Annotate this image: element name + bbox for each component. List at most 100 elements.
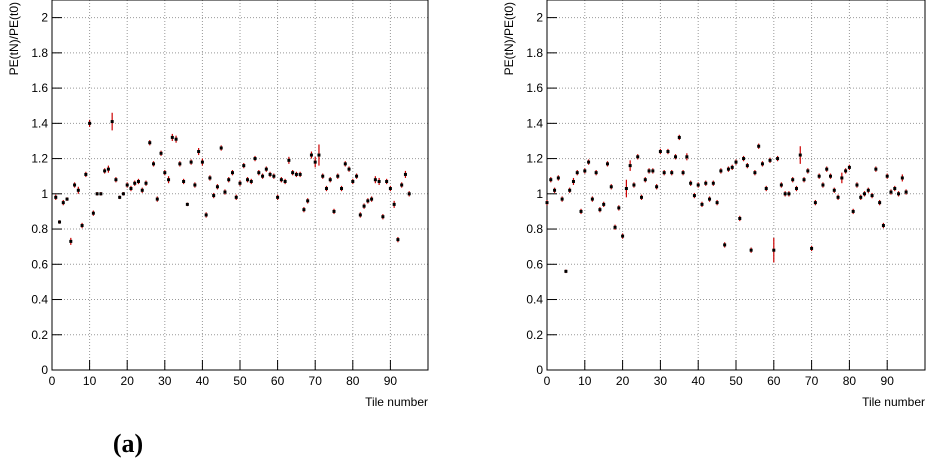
point bbox=[553, 188, 557, 192]
y-tick-label: 0 bbox=[536, 363, 543, 377]
point bbox=[609, 185, 613, 189]
point bbox=[234, 195, 238, 199]
point bbox=[84, 172, 88, 176]
point bbox=[392, 202, 396, 206]
point bbox=[106, 167, 110, 171]
point bbox=[666, 150, 670, 154]
point bbox=[897, 192, 901, 196]
point bbox=[745, 164, 749, 168]
point bbox=[276, 195, 280, 199]
point bbox=[602, 202, 606, 206]
point bbox=[590, 197, 594, 201]
point bbox=[189, 160, 193, 164]
point bbox=[336, 174, 340, 178]
point bbox=[730, 165, 734, 169]
point bbox=[708, 197, 712, 201]
plot-frame bbox=[51, 0, 429, 371]
point bbox=[723, 243, 727, 247]
point bbox=[794, 187, 798, 191]
point bbox=[279, 178, 283, 182]
x-tick-label: 70 bbox=[309, 374, 323, 388]
point bbox=[215, 185, 219, 189]
point bbox=[65, 197, 69, 201]
y-tick-label: 1.6 bbox=[526, 81, 543, 95]
point bbox=[689, 181, 693, 185]
point bbox=[366, 199, 370, 203]
y-tick-label: 2 bbox=[536, 11, 543, 25]
point bbox=[613, 225, 617, 229]
y-tick-label: 0.2 bbox=[526, 328, 543, 342]
point bbox=[388, 187, 392, 191]
x-tick-label: 40 bbox=[692, 374, 706, 388]
point bbox=[840, 176, 844, 180]
x-tick-label: 50 bbox=[233, 374, 247, 388]
point bbox=[863, 192, 867, 196]
point bbox=[136, 179, 140, 183]
point bbox=[844, 169, 848, 173]
point bbox=[798, 153, 802, 157]
point bbox=[347, 167, 351, 171]
point bbox=[257, 171, 261, 175]
y-tick-label: 1 bbox=[536, 187, 543, 201]
point bbox=[332, 209, 336, 213]
point bbox=[91, 211, 95, 215]
x-axis-label: Tile number bbox=[365, 395, 428, 409]
y-tick-label: 0.6 bbox=[31, 257, 48, 271]
point bbox=[859, 195, 863, 199]
y-tick-label: 1.2 bbox=[526, 152, 543, 166]
point bbox=[753, 171, 757, 175]
point bbox=[802, 178, 806, 182]
point bbox=[779, 183, 783, 187]
point bbox=[617, 206, 621, 210]
point bbox=[129, 187, 133, 191]
point bbox=[174, 137, 178, 141]
point bbox=[772, 248, 776, 252]
point bbox=[647, 169, 651, 173]
point bbox=[309, 153, 313, 157]
y-tick-label: 1.8 bbox=[31, 46, 48, 60]
point bbox=[343, 162, 347, 166]
point bbox=[560, 197, 564, 201]
point bbox=[757, 144, 761, 148]
point bbox=[545, 201, 549, 205]
point bbox=[821, 183, 825, 187]
point bbox=[587, 160, 591, 164]
point bbox=[80, 224, 84, 228]
point bbox=[692, 194, 696, 198]
x-tick-label: 80 bbox=[346, 374, 360, 388]
point bbox=[685, 155, 689, 159]
point bbox=[238, 181, 242, 185]
point bbox=[764, 187, 768, 191]
point bbox=[219, 146, 223, 150]
point bbox=[283, 179, 287, 183]
point bbox=[579, 209, 583, 213]
x-tick-label: 20 bbox=[121, 374, 135, 388]
x-tick-label: 10 bbox=[83, 374, 97, 388]
y-tick-label: 0 bbox=[41, 363, 48, 377]
point bbox=[810, 246, 814, 250]
point bbox=[734, 160, 738, 164]
x-tick-label: 80 bbox=[843, 374, 857, 388]
point bbox=[403, 172, 407, 176]
point bbox=[874, 167, 878, 171]
y-tick-label: 1.6 bbox=[31, 81, 48, 95]
point bbox=[291, 171, 295, 175]
point bbox=[362, 204, 366, 208]
point bbox=[893, 187, 897, 191]
panel-label: (a) bbox=[113, 429, 143, 458]
point bbox=[658, 150, 662, 154]
point bbox=[556, 176, 560, 180]
point bbox=[114, 178, 118, 182]
point bbox=[58, 220, 62, 224]
point bbox=[204, 213, 208, 217]
point bbox=[287, 158, 291, 162]
point bbox=[298, 172, 302, 176]
point bbox=[594, 171, 598, 175]
y-tick-label: 0.8 bbox=[31, 222, 48, 236]
point bbox=[340, 187, 344, 191]
point bbox=[787, 192, 791, 196]
x-tick-label: 60 bbox=[271, 374, 285, 388]
point bbox=[715, 201, 719, 205]
